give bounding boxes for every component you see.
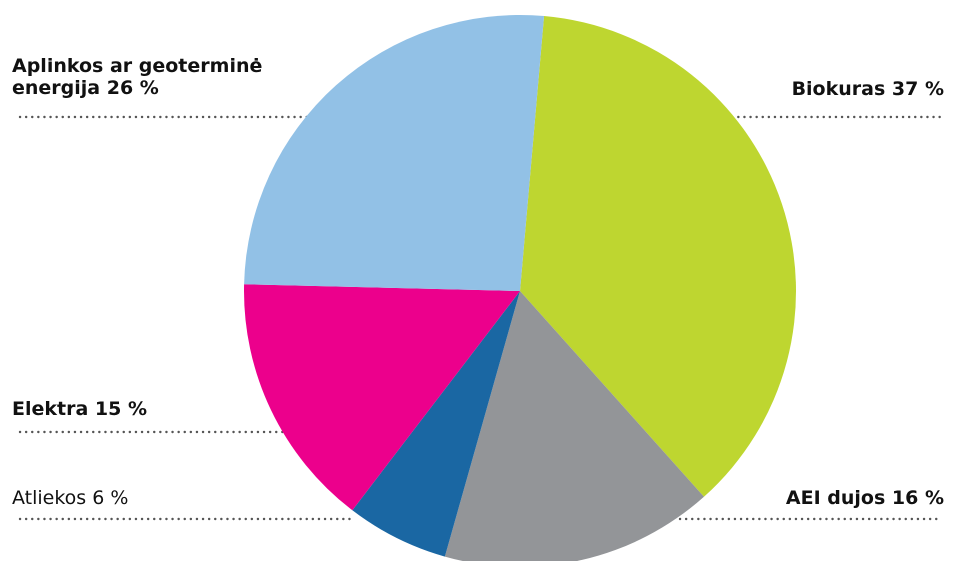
- pie-slice: [244, 14, 545, 292]
- label-name: Elektra: [12, 398, 89, 420]
- slice-label: Atliekos 6 %: [12, 487, 128, 509]
- label-value: 6 %: [92, 487, 129, 509]
- slices: [244, 14, 796, 561]
- label-value: 15 %: [94, 398, 148, 420]
- slice-label: Elektra 15 %: [12, 398, 147, 420]
- label-value: 26 %: [106, 77, 159, 99]
- label-value: 16 %: [891, 487, 944, 509]
- slice-label: Biokuras 37 %: [792, 78, 944, 100]
- slice-label: AEI dujos 16 %: [786, 487, 944, 509]
- label-name: Biokuras: [791, 78, 886, 100]
- label-name: AEI dujos: [785, 487, 886, 509]
- label-name: Aplinkos ar geoterminė energija: [12, 55, 263, 99]
- label-name: Atliekos: [12, 487, 87, 509]
- pie-slice: [244, 284, 520, 511]
- pie-slice: [444, 291, 704, 561]
- slice-label: Aplinkos ar geoterminė energija 26 %: [12, 55, 302, 99]
- label-value: 37 %: [891, 78, 944, 100]
- pie-slice: [352, 291, 520, 557]
- pie-slice: [520, 16, 796, 497]
